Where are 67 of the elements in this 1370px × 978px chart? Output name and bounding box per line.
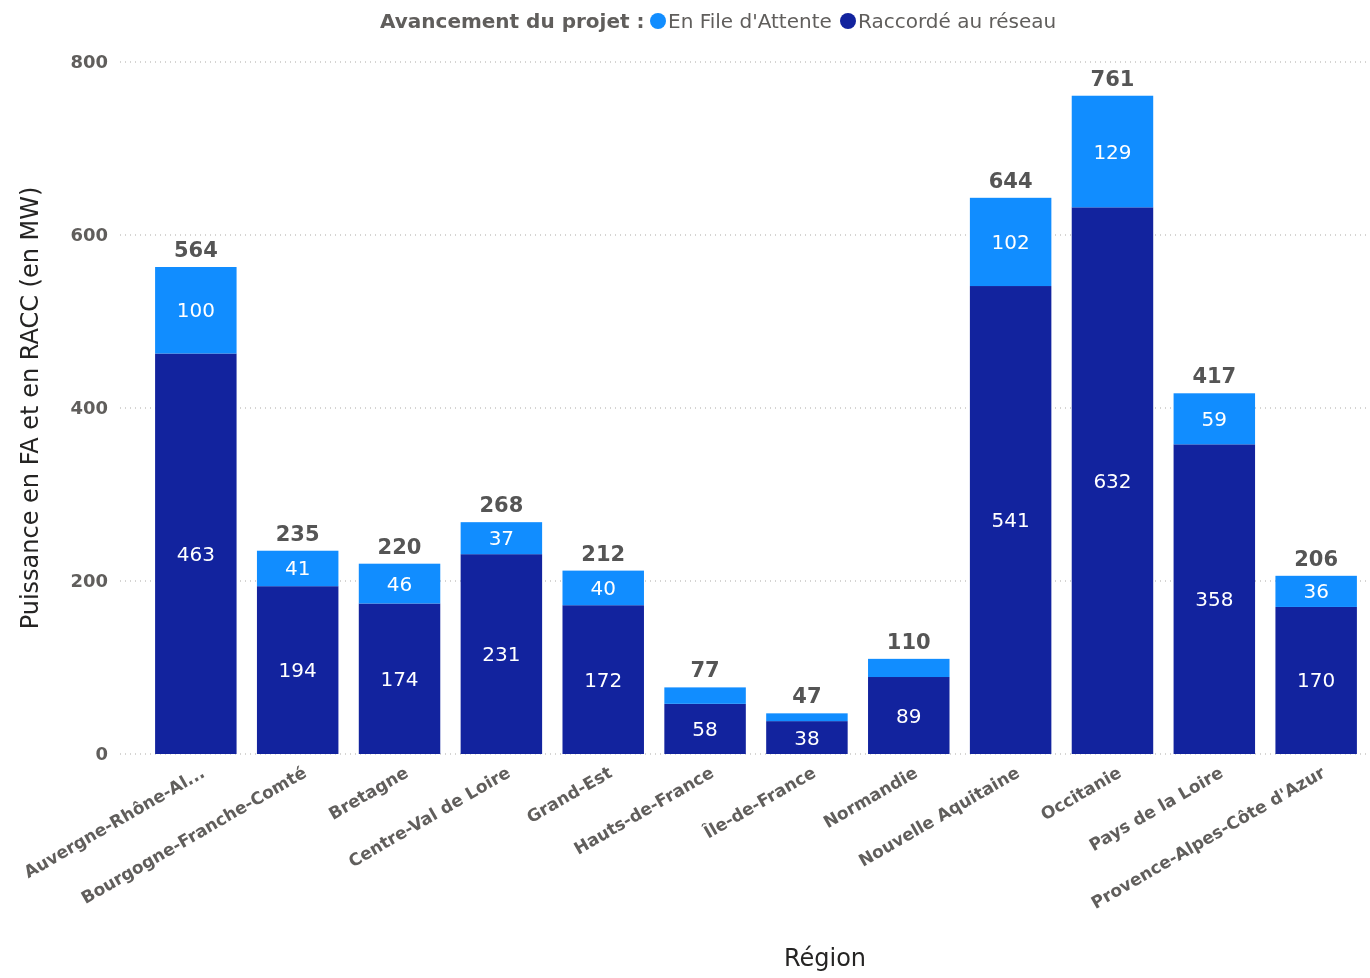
total-label: 417 <box>1192 364 1237 389</box>
y-axis-title: Puissance en FA et en RACC (en MW) <box>16 186 44 630</box>
bar <box>664 687 746 704</box>
data-label: 40 <box>590 575 616 600</box>
data-label: 46 <box>386 571 413 596</box>
bar <box>1173 444 1256 754</box>
bar <box>1275 606 1357 754</box>
bar <box>562 570 644 606</box>
y-tick-label: 200 <box>70 570 108 591</box>
bar <box>460 554 543 754</box>
total-label: 268 <box>479 493 524 518</box>
data-label: 231 <box>482 642 521 667</box>
data-label: 632 <box>1093 468 1132 493</box>
data-label: 129 <box>1093 139 1132 164</box>
bar <box>868 677 950 754</box>
bar <box>664 703 746 754</box>
bar <box>1071 207 1154 754</box>
legend-label: En File d'Attente <box>668 9 832 33</box>
bar <box>766 713 848 722</box>
total-label: 110 <box>886 629 931 654</box>
data-label: 37 <box>488 526 515 551</box>
bar <box>562 605 644 754</box>
bar <box>155 353 237 754</box>
total-label: 235 <box>275 521 320 546</box>
total-label: 564 <box>173 238 218 263</box>
data-label: 170 <box>1297 668 1336 693</box>
data-label: 358 <box>1195 587 1234 612</box>
bar <box>969 286 1052 754</box>
bar <box>358 563 441 604</box>
data-label: 36 <box>1303 579 1329 604</box>
bar <box>256 550 339 587</box>
data-label: 194 <box>278 658 317 683</box>
y-tick-label: 400 <box>70 397 108 418</box>
y-tick-label: 0 <box>95 743 108 764</box>
data-label: 172 <box>584 667 623 692</box>
total-label: 644 <box>988 168 1033 193</box>
x-axis-title: Région <box>783 944 867 972</box>
y-tick-label: 800 <box>70 51 108 72</box>
data-label: 463 <box>176 541 215 566</box>
total-label: 761 <box>1090 66 1135 91</box>
total-label: 77 <box>690 658 720 683</box>
data-label: 41 <box>284 556 311 581</box>
legend-title: Avancement du projet : <box>380 9 645 33</box>
data-label: 100 <box>176 298 215 323</box>
data-label: 38 <box>794 725 820 750</box>
bar <box>868 658 950 678</box>
y-tick-label: 600 <box>70 224 108 245</box>
data-label: 89 <box>896 703 922 728</box>
data-label: 102 <box>991 229 1030 254</box>
legend-label: Raccordé au réseau <box>858 9 1057 33</box>
bar <box>1173 393 1256 445</box>
data-label: 174 <box>380 666 419 691</box>
total-label: 220 <box>377 534 422 559</box>
data-label: 541 <box>991 508 1030 533</box>
bar <box>256 586 339 754</box>
bar <box>766 721 848 754</box>
total-label: 47 <box>792 684 822 709</box>
bar <box>358 603 441 754</box>
bar <box>1071 95 1154 208</box>
data-label: 58 <box>692 716 718 741</box>
total-label: 206 <box>1294 546 1339 571</box>
bar <box>1275 575 1357 607</box>
bar <box>460 522 543 555</box>
data-label: 59 <box>1201 406 1228 431</box>
bar <box>969 197 1052 287</box>
total-label: 212 <box>581 541 626 566</box>
bar <box>155 267 237 354</box>
